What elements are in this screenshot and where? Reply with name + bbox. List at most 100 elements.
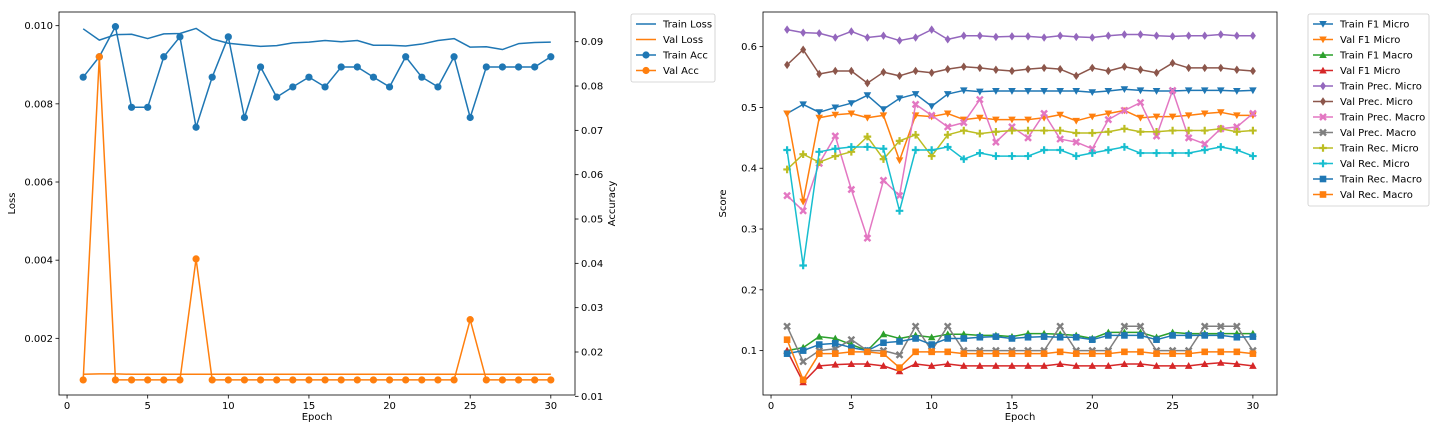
data-point bbox=[1040, 333, 1048, 340]
data-point bbox=[976, 129, 984, 138]
legend-marker bbox=[1319, 51, 1327, 58]
data-point bbox=[418, 73, 426, 81]
data-point bbox=[176, 33, 184, 41]
data-point bbox=[1216, 143, 1225, 151]
data-point bbox=[1216, 358, 1225, 366]
data-point bbox=[1232, 322, 1241, 331]
data-point bbox=[1088, 350, 1096, 357]
data-point bbox=[1184, 133, 1193, 142]
data-point bbox=[1217, 63, 1224, 73]
data-point bbox=[896, 364, 903, 371]
data-point bbox=[1137, 348, 1144, 356]
data-point bbox=[927, 362, 936, 369]
data-point bbox=[1136, 98, 1145, 107]
data-point bbox=[1072, 138, 1081, 146]
data-point bbox=[1200, 126, 1209, 135]
y-tick-label: 0.2 bbox=[741, 285, 757, 296]
data-point bbox=[466, 316, 474, 324]
series-0-0 bbox=[82, 27, 551, 51]
y-tick-label: 0.004 bbox=[24, 256, 53, 267]
data-point bbox=[847, 100, 856, 107]
data-point bbox=[1024, 333, 1032, 341]
data-point bbox=[847, 110, 856, 118]
x-tick-label: 15 bbox=[1006, 401, 1019, 412]
data-point bbox=[321, 83, 329, 91]
series-line bbox=[786, 350, 1253, 383]
data-point bbox=[975, 95, 984, 104]
data-point bbox=[514, 63, 523, 71]
data-point bbox=[992, 32, 999, 42]
data-point bbox=[1121, 348, 1128, 356]
x-tick-label: 0 bbox=[768, 401, 774, 412]
data-point bbox=[369, 73, 378, 81]
data-point bbox=[976, 333, 984, 341]
data-point bbox=[1040, 126, 1048, 135]
data-point bbox=[1216, 109, 1225, 117]
x-tick-label: 20 bbox=[383, 401, 396, 412]
data-point bbox=[1120, 106, 1129, 115]
data-point bbox=[895, 206, 904, 215]
data-point bbox=[1249, 333, 1257, 340]
data-point bbox=[1120, 86, 1129, 94]
data-point bbox=[402, 53, 410, 61]
data-point bbox=[896, 36, 903, 45]
data-point bbox=[895, 95, 904, 103]
data-point bbox=[1041, 33, 1048, 42]
legend-label: Val Loss bbox=[663, 35, 703, 46]
data-point bbox=[1073, 71, 1080, 81]
data-point bbox=[79, 376, 87, 384]
data-point bbox=[959, 126, 968, 135]
data-point bbox=[848, 66, 855, 76]
data-point bbox=[1008, 88, 1016, 95]
data-point bbox=[928, 348, 935, 356]
legend-marker bbox=[1319, 21, 1327, 28]
data-point bbox=[402, 376, 410, 384]
data-point bbox=[943, 123, 952, 131]
legend-marker bbox=[642, 51, 650, 59]
data-point bbox=[911, 100, 920, 109]
data-point bbox=[1137, 30, 1144, 39]
data-point bbox=[944, 335, 952, 342]
y2-tick-label: 0.09 bbox=[581, 37, 603, 48]
data-point bbox=[1233, 127, 1241, 136]
data-point bbox=[992, 138, 1000, 146]
data-point bbox=[959, 362, 968, 369]
data-point bbox=[863, 114, 872, 122]
y2-tick-label: 0.06 bbox=[581, 170, 603, 181]
data-point bbox=[1137, 65, 1144, 74]
data-point bbox=[895, 157, 904, 165]
legend-1: Train F1 Micro Val F1 Micro Train F1 Macro… bbox=[1307, 13, 1430, 207]
data-point bbox=[863, 132, 872, 141]
data-point bbox=[832, 66, 839, 76]
data-point bbox=[880, 350, 887, 357]
data-point bbox=[847, 143, 856, 151]
data-point bbox=[1040, 109, 1048, 118]
series-line bbox=[786, 325, 1254, 363]
data-point bbox=[531, 63, 539, 71]
data-point bbox=[831, 111, 840, 119]
series-line bbox=[786, 89, 1254, 239]
data-point bbox=[1152, 362, 1161, 369]
data-point bbox=[1217, 332, 1225, 339]
data-point bbox=[863, 360, 872, 367]
data-point bbox=[1056, 88, 1064, 95]
data-point bbox=[1216, 124, 1225, 133]
data-point bbox=[848, 27, 855, 36]
data-point bbox=[1008, 350, 1016, 357]
data-point bbox=[944, 35, 951, 44]
data-point bbox=[1088, 113, 1097, 121]
data-point bbox=[514, 376, 523, 384]
data-point bbox=[1057, 64, 1064, 74]
data-point bbox=[1201, 332, 1209, 339]
data-point bbox=[498, 63, 507, 71]
data-point bbox=[385, 83, 394, 91]
data-point bbox=[1104, 115, 1113, 124]
legend-marker bbox=[1319, 36, 1327, 44]
data-point bbox=[831, 340, 839, 347]
data-point bbox=[1072, 333, 1080, 341]
data-point bbox=[976, 63, 983, 73]
data-point bbox=[976, 350, 984, 357]
data-point bbox=[1233, 65, 1240, 74]
data-point bbox=[880, 67, 887, 77]
data-point bbox=[450, 53, 458, 61]
